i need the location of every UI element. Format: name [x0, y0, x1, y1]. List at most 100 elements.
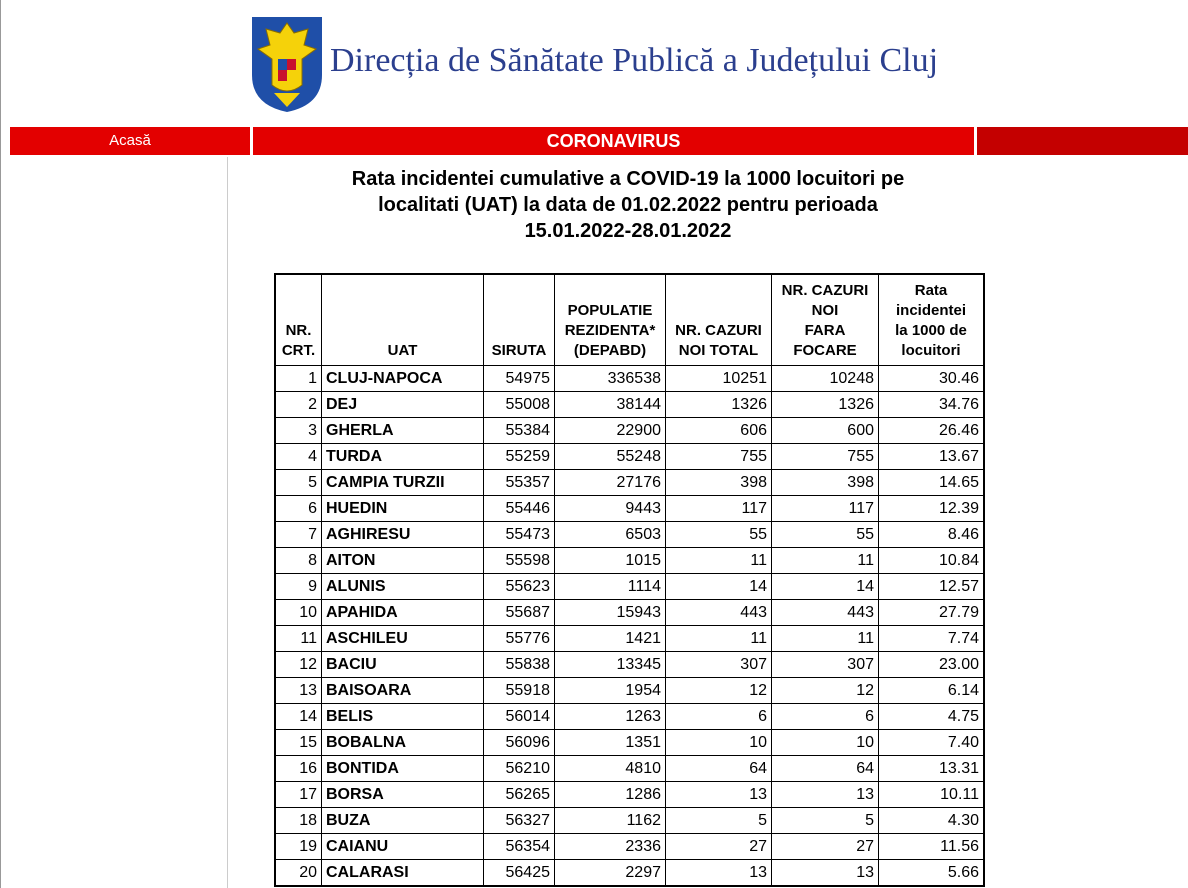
table-cell: 12.57 [878, 573, 985, 600]
uat-cell: BORSA [321, 781, 484, 808]
table-cell: 19 [274, 833, 322, 860]
table-cell: 117 [665, 495, 772, 522]
table-cell: 64 [665, 755, 772, 782]
header-line: REZIDENTA* [564, 322, 656, 339]
header-line: SIRUTA [491, 342, 547, 359]
incidence-table: NR. CRT. UAT SIRUTA POPULATIE REZIDENTA* (DEPA… [274, 273, 985, 887]
table-cell: 4 [274, 443, 322, 470]
table-cell: 755 [771, 443, 879, 470]
table-cell: 8 [274, 547, 322, 574]
table-row: 15 BOBALNA 56096 1351 10 10 7.40 [274, 729, 985, 756]
table-cell: 34.76 [878, 391, 985, 418]
header-line: FARA [804, 322, 846, 339]
uat-cell: ALUNIS [321, 573, 484, 600]
header-line: NR. [285, 322, 312, 339]
uat-cell: GHERLA [321, 417, 484, 444]
column-header: NR. CRT. [274, 273, 322, 366]
nav-section[interactable]: CORONAVIRUS [253, 127, 974, 155]
table-cell: 22900 [554, 417, 666, 444]
table-cell: 13.31 [878, 755, 985, 782]
table-cell: 1326 [771, 391, 879, 418]
uat-cell: ASCHILEU [321, 625, 484, 652]
nav-home[interactable]: Acasă [10, 127, 250, 155]
header-line: (DEPABD) [573, 342, 647, 359]
table-cell: 10251 [665, 365, 772, 392]
table-cell: 55838 [483, 651, 555, 678]
table-cell: 2336 [554, 833, 666, 860]
uat-cell: CLUJ-NAPOCA [321, 365, 484, 392]
table-cell: 55 [665, 521, 772, 548]
table-cell: 6 [274, 495, 322, 522]
table-cell: 55384 [483, 417, 555, 444]
table-row: 2 DEJ 55008 38144 1326 1326 34.76 [274, 391, 985, 418]
table-cell: 11 [665, 625, 772, 652]
header-line: NR. CAZURI [675, 322, 762, 339]
table-cell: 755 [665, 443, 772, 470]
site-title: Direcția de Sănătate Publică a Județului… [330, 42, 939, 79]
uat-cell: DEJ [321, 391, 484, 418]
table-cell: 64 [771, 755, 879, 782]
table-row: 9 ALUNIS 55623 1114 14 14 12.57 [274, 573, 985, 600]
table-cell: 307 [771, 651, 879, 678]
uat-cell: HUEDIN [321, 495, 484, 522]
table-row: 13 BAISOARA 55918 1954 12 12 6.14 [274, 677, 985, 704]
table-cell: 1162 [554, 807, 666, 834]
table-row: 10 APAHIDA 55687 15943 443 443 27.79 [274, 599, 985, 626]
table-cell: 7 [274, 521, 322, 548]
table-cell: 8.46 [878, 521, 985, 548]
table-cell: 16 [274, 755, 322, 782]
table-cell: 12 [771, 677, 879, 704]
header-line: NOI [811, 302, 839, 319]
uat-cell: BACIU [321, 651, 484, 678]
table-cell: 38144 [554, 391, 666, 418]
table-cell: 55446 [483, 495, 555, 522]
table-cell: 10 [771, 729, 879, 756]
table-cell: 11 [274, 625, 322, 652]
table-cell: 56354 [483, 833, 555, 860]
table-cell: 15943 [554, 599, 666, 626]
column-header: SIRUTA [483, 273, 555, 366]
table-cell: 26.46 [878, 417, 985, 444]
uat-cell: AGHIRESU [321, 521, 484, 548]
table-cell: 398 [771, 469, 879, 496]
table-cell: 56327 [483, 807, 555, 834]
uat-cell: BELIS [321, 703, 484, 730]
table-cell: 4.75 [878, 703, 985, 730]
table-cell: 56210 [483, 755, 555, 782]
uat-cell: CAIANU [321, 833, 484, 860]
coat-of-arms [252, 17, 322, 112]
table-row: 20 CALARASI 56425 2297 13 13 5.66 [274, 859, 985, 887]
table-cell: 6 [665, 703, 772, 730]
table-cell: 2 [274, 391, 322, 418]
table-cell: 18 [274, 807, 322, 834]
uat-cell: CAMPIA TURZII [321, 469, 484, 496]
table-cell: 6 [771, 703, 879, 730]
table-row: 11 ASCHILEU 55776 1421 11 11 7.74 [274, 625, 985, 652]
table-cell: 1954 [554, 677, 666, 704]
table-cell: 10 [665, 729, 772, 756]
table-cell: 15 [274, 729, 322, 756]
table-cell: 5.66 [878, 859, 985, 887]
table-cell: 55259 [483, 443, 555, 470]
table-cell: 1326 [665, 391, 772, 418]
table-cell: 14 [274, 703, 322, 730]
table-cell: 17 [274, 781, 322, 808]
table-cell: 55357 [483, 469, 555, 496]
table-row: 17 BORSA 56265 1286 13 13 10.11 [274, 781, 985, 808]
table-cell: 4.30 [878, 807, 985, 834]
uat-cell: BAISOARA [321, 677, 484, 704]
table-cell: 55598 [483, 547, 555, 574]
heading-line: Rata incidentei cumulative a COVID-19 la… [351, 168, 905, 190]
uat-cell: BUZA [321, 807, 484, 834]
table-cell: 3 [274, 417, 322, 444]
header-line: CRT. [281, 342, 316, 359]
uat-cell: AITON [321, 547, 484, 574]
header-line: la 1000 de [895, 322, 967, 339]
table-row: 6 HUEDIN 55446 9443 117 117 12.39 [274, 495, 985, 522]
table-cell: 55687 [483, 599, 555, 626]
table-cell: 13 [274, 677, 322, 704]
table-cell: 27 [771, 833, 879, 860]
table-cell: 13 [771, 781, 879, 808]
table-cell: 6503 [554, 521, 666, 548]
table-row: 1 CLUJ-NAPOCA 54975 336538 10251 10248 30.46 [274, 365, 985, 392]
